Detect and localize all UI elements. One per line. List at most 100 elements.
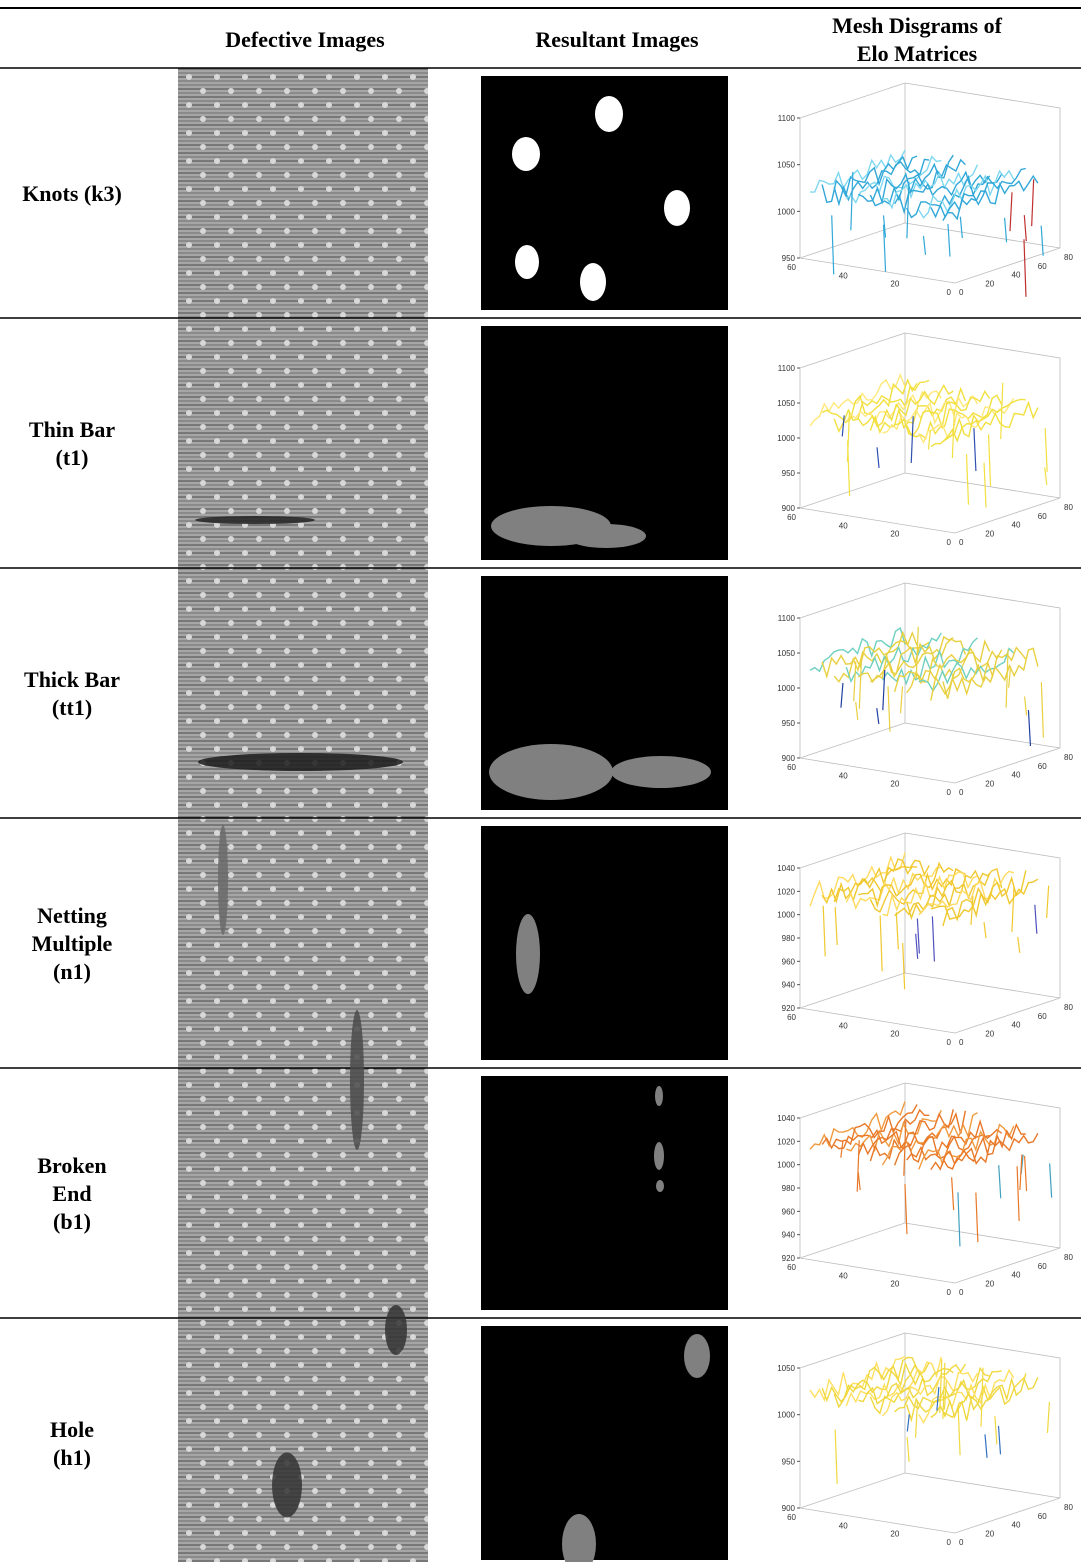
x-tick-label: 60 [1038, 1012, 1047, 1021]
mesh-spike [841, 1141, 843, 1157]
z-tick-label: 980 [782, 934, 796, 943]
z-tick-label: 950 [782, 719, 796, 728]
y-tick-label: 20 [890, 280, 899, 289]
mesh-spike [974, 428, 976, 471]
z-tick-label: 1020 [777, 887, 795, 896]
detected-region [566, 524, 646, 548]
mesh-spike [952, 1177, 954, 1210]
mesh-spike [856, 702, 858, 720]
mesh-spike [1012, 887, 1014, 932]
z-tick-label: 1100 [778, 114, 796, 123]
header-cell: Elo Matrices [857, 41, 978, 66]
y-tick-label: 0 [947, 1538, 952, 1547]
y-tick-label: 40 [839, 1271, 848, 1280]
z-tick-label: 980 [782, 1184, 796, 1193]
mesh-spike [1018, 937, 1020, 953]
row-label: Broken [37, 1153, 106, 1178]
mesh-spike [937, 1387, 939, 1410]
mesh-spike [989, 434, 991, 486]
mesh-spike [1024, 239, 1026, 297]
mesh-diagram: 9009501000105011000204060800204060 [777, 583, 1073, 797]
detected-region [580, 263, 606, 301]
x-tick-label: 60 [1038, 1512, 1047, 1521]
mesh-spike [1032, 179, 1034, 226]
y-tick-label: 60 [787, 1263, 796, 1272]
mesh-spike [841, 683, 843, 708]
z-tick-label: 900 [782, 754, 796, 763]
mesh-line [907, 1371, 1002, 1420]
z-tick-label: 960 [782, 957, 796, 966]
detected-region [595, 96, 623, 132]
x-tick-label: 20 [985, 779, 994, 788]
detected-region [655, 1086, 663, 1106]
z-tick-label: 1050 [777, 161, 795, 170]
header-cell: Resultant Images [535, 27, 699, 52]
x-tick-label: 0 [959, 1538, 964, 1547]
y-tick-label: 0 [947, 538, 952, 547]
detected-region [611, 756, 711, 788]
mesh-spike [917, 919, 919, 954]
mesh-spike [928, 430, 930, 449]
mesh-spike [999, 1165, 1001, 1198]
mesh-spike [1047, 1402, 1049, 1433]
y-tick-label: 60 [787, 763, 796, 772]
x-tick-label: 0 [959, 1038, 964, 1047]
y-tick-label: 40 [839, 271, 848, 280]
mesh-line [931, 648, 1026, 701]
x-tick-label: 0 [959, 1288, 964, 1297]
x-tick-label: 0 [959, 788, 964, 797]
detected-region [489, 744, 613, 800]
mesh-spike [835, 1430, 837, 1484]
y-tick-label: 60 [787, 513, 796, 522]
z-tick-label: 950 [782, 469, 796, 478]
mesh-box [800, 583, 1060, 783]
detected-region [684, 1334, 710, 1378]
z-tick-label: 1000 [777, 207, 795, 216]
mesh-spike [916, 934, 918, 959]
detected-region [664, 190, 690, 226]
z-tick-label: 1000 [777, 1161, 795, 1170]
mesh-spike [995, 1416, 997, 1444]
x-tick-label: 0 [959, 538, 964, 547]
mesh-spike [985, 1434, 987, 1457]
z-tick-label: 1050 [777, 1364, 795, 1373]
z-tick-label: 1040 [777, 1114, 795, 1123]
defect-region [218, 825, 228, 935]
mesh-spike [907, 1414, 909, 1431]
mesh-spike [1025, 1156, 1027, 1191]
mesh-box [800, 833, 1060, 1033]
row-label: (h1) [53, 1445, 91, 1470]
row-label: End [52, 1181, 91, 1206]
mesh-line [810, 150, 905, 192]
mesh-spike [1041, 682, 1043, 737]
x-tick-label: 40 [1012, 1271, 1021, 1280]
row-label: (t1) [56, 445, 89, 470]
y-tick-label: 20 [890, 1530, 899, 1539]
x-tick-label: 40 [1012, 271, 1021, 280]
x-tick-label: 40 [1012, 771, 1021, 780]
mesh-spike [1041, 226, 1043, 256]
mesh-spike [857, 1140, 859, 1191]
x-tick-label: 60 [1038, 262, 1047, 271]
x-tick-label: 80 [1064, 1503, 1073, 1512]
mesh-spike [948, 224, 950, 257]
row-label: Netting [37, 903, 107, 928]
x-tick-label: 40 [1012, 1021, 1021, 1030]
z-tick-label: 920 [782, 1254, 796, 1263]
x-tick-label: 80 [1064, 503, 1073, 512]
mesh-spike [859, 662, 861, 708]
y-tick-label: 20 [890, 1280, 899, 1289]
x-tick-label: 60 [1038, 1262, 1047, 1271]
mesh-spike [854, 662, 856, 702]
mesh-spike [832, 215, 834, 274]
x-tick-label: 80 [1064, 253, 1073, 262]
z-tick-label: 1020 [777, 1137, 795, 1146]
table-figure: Defective Images Resultant Images Mesh D… [0, 0, 1081, 1562]
detected-region [512, 137, 540, 171]
z-tick-label: 920 [782, 1004, 796, 1013]
z-tick-label: 1000 [777, 1411, 795, 1420]
mesh-spike [907, 1437, 909, 1462]
z-tick-label: 1000 [777, 684, 795, 693]
